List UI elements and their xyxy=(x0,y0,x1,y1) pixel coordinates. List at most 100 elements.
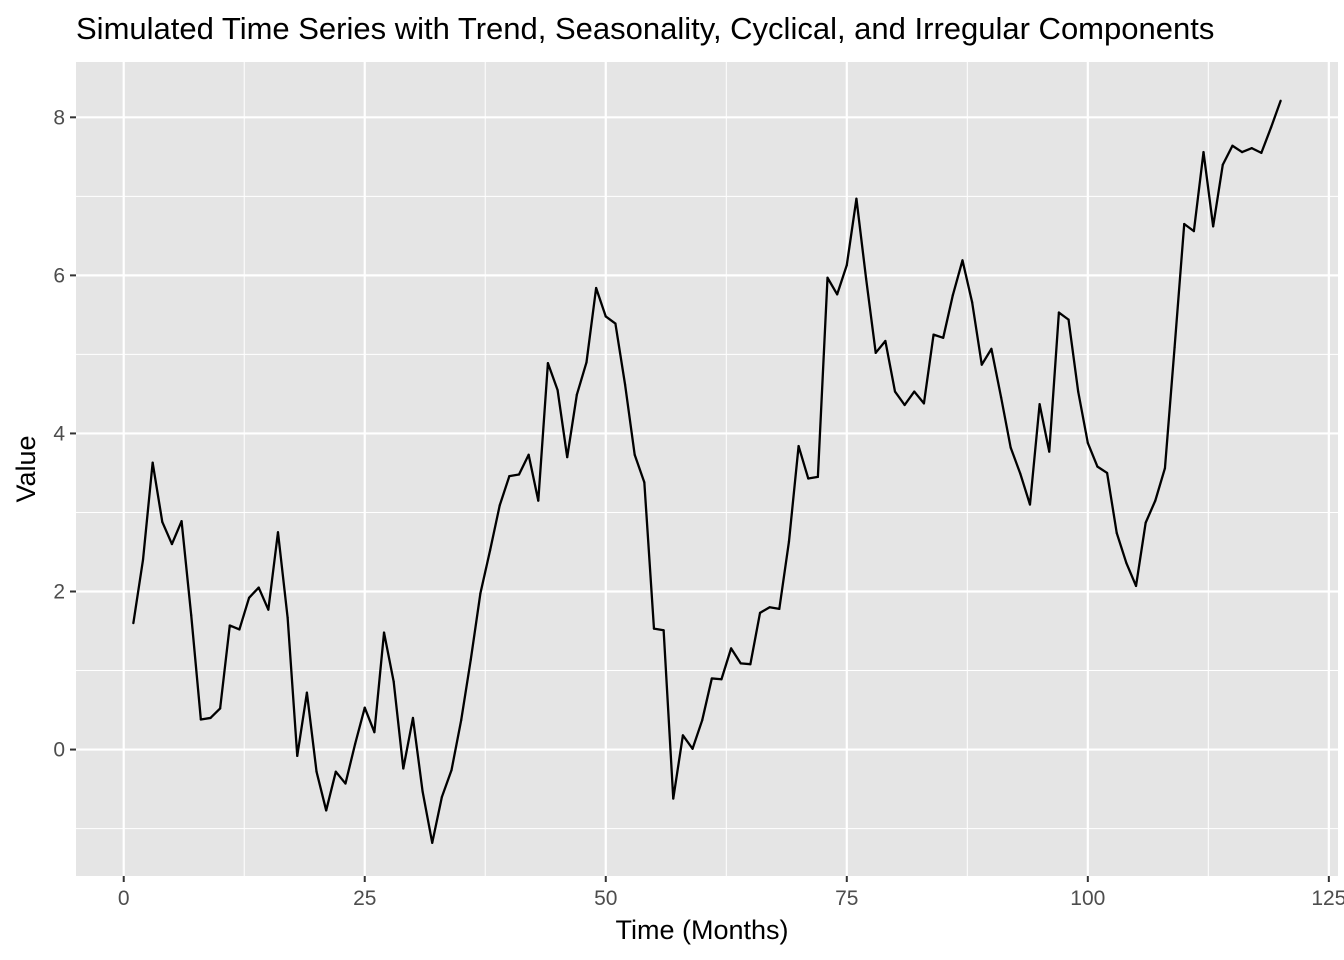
data-point xyxy=(566,456,569,459)
plot-panel xyxy=(76,62,1338,876)
data-point xyxy=(1077,390,1080,393)
data-point xyxy=(730,647,733,650)
data-point xyxy=(325,809,328,812)
data-point xyxy=(1144,521,1147,524)
data-point xyxy=(864,277,868,280)
data-point xyxy=(411,716,415,720)
data-point xyxy=(276,531,280,534)
data-point xyxy=(141,558,145,561)
data-point xyxy=(942,336,945,339)
data-point xyxy=(392,680,395,683)
y-axis-title: Value xyxy=(11,435,41,502)
x-tick-label: 50 xyxy=(594,887,617,910)
grid xyxy=(76,62,1338,876)
data-point xyxy=(170,542,174,546)
x-tick-label: 125 xyxy=(1311,887,1344,910)
data-point xyxy=(382,631,386,634)
data-point xyxy=(614,322,617,325)
x-tick-label: 100 xyxy=(1070,887,1105,910)
data-point xyxy=(296,754,299,757)
data-point xyxy=(1115,531,1118,535)
data-point xyxy=(575,393,578,396)
data-point xyxy=(161,520,164,524)
data-point xyxy=(469,658,472,661)
data-point xyxy=(990,347,993,350)
data-point xyxy=(373,731,376,734)
x-tick-label: 25 xyxy=(353,887,376,910)
data-point xyxy=(778,607,781,610)
data-point xyxy=(354,742,357,746)
chart-title: Simulated Time Series with Trend, Season… xyxy=(76,11,1214,46)
data-point xyxy=(720,678,723,681)
data-point xyxy=(479,591,482,595)
y-tick-label: 8 xyxy=(53,106,65,129)
data-point xyxy=(999,395,1003,399)
data-point xyxy=(305,691,308,694)
data-point xyxy=(1048,450,1051,453)
data-point xyxy=(913,390,916,393)
x-tick-label: 0 xyxy=(118,887,130,910)
data-point xyxy=(190,614,193,617)
data-point xyxy=(199,718,202,721)
data-point xyxy=(151,461,154,464)
data-point xyxy=(816,475,819,478)
data-point xyxy=(787,540,791,543)
data-point xyxy=(1260,151,1263,154)
data-point xyxy=(1183,222,1186,226)
data-point xyxy=(1096,465,1099,468)
data-point xyxy=(1009,446,1012,449)
data-point xyxy=(922,402,926,405)
data-point xyxy=(1038,403,1041,406)
data-point xyxy=(546,362,550,365)
data-point xyxy=(691,747,694,750)
data-point xyxy=(585,361,588,364)
data-point xyxy=(132,622,135,625)
data-point xyxy=(1192,230,1195,233)
data-point xyxy=(402,767,405,770)
data-point xyxy=(1125,561,1128,565)
data-point xyxy=(884,339,887,343)
data-point xyxy=(758,611,762,614)
data-point xyxy=(595,286,598,290)
data-point xyxy=(961,259,964,262)
data-point xyxy=(498,504,501,507)
data-point xyxy=(710,677,713,680)
data-point xyxy=(652,627,656,630)
data-point xyxy=(1134,584,1138,588)
data-point xyxy=(315,770,318,773)
data-point xyxy=(440,795,443,799)
data-point xyxy=(1163,467,1167,470)
data-point xyxy=(344,782,347,785)
data-point xyxy=(807,477,810,480)
data-point xyxy=(1019,472,1022,475)
data-point xyxy=(508,475,511,478)
data-point xyxy=(797,444,800,448)
data-point xyxy=(826,276,829,279)
data-point xyxy=(488,549,492,552)
data-point xyxy=(527,453,530,456)
series-line xyxy=(132,100,1282,844)
data-point xyxy=(1221,163,1224,166)
data-point xyxy=(971,301,974,304)
data-point xyxy=(247,596,251,599)
data-point xyxy=(845,264,848,267)
data-line-layer xyxy=(132,99,1282,844)
data-point xyxy=(1231,144,1234,147)
data-point xyxy=(556,388,559,392)
y-tick-label: 0 xyxy=(53,739,65,762)
data-point xyxy=(1240,150,1244,154)
data-point xyxy=(633,453,636,456)
data-point xyxy=(421,790,424,793)
data-point xyxy=(267,608,270,611)
data-point xyxy=(1086,441,1089,445)
data-point xyxy=(460,719,463,722)
data-point xyxy=(672,797,675,800)
data-point xyxy=(1279,99,1282,102)
data-point xyxy=(662,629,665,632)
data-point xyxy=(286,616,289,619)
data-point xyxy=(980,363,983,366)
x-axis-title: Time (Months) xyxy=(615,915,788,945)
data-point xyxy=(257,586,260,589)
data-point xyxy=(1154,499,1157,502)
